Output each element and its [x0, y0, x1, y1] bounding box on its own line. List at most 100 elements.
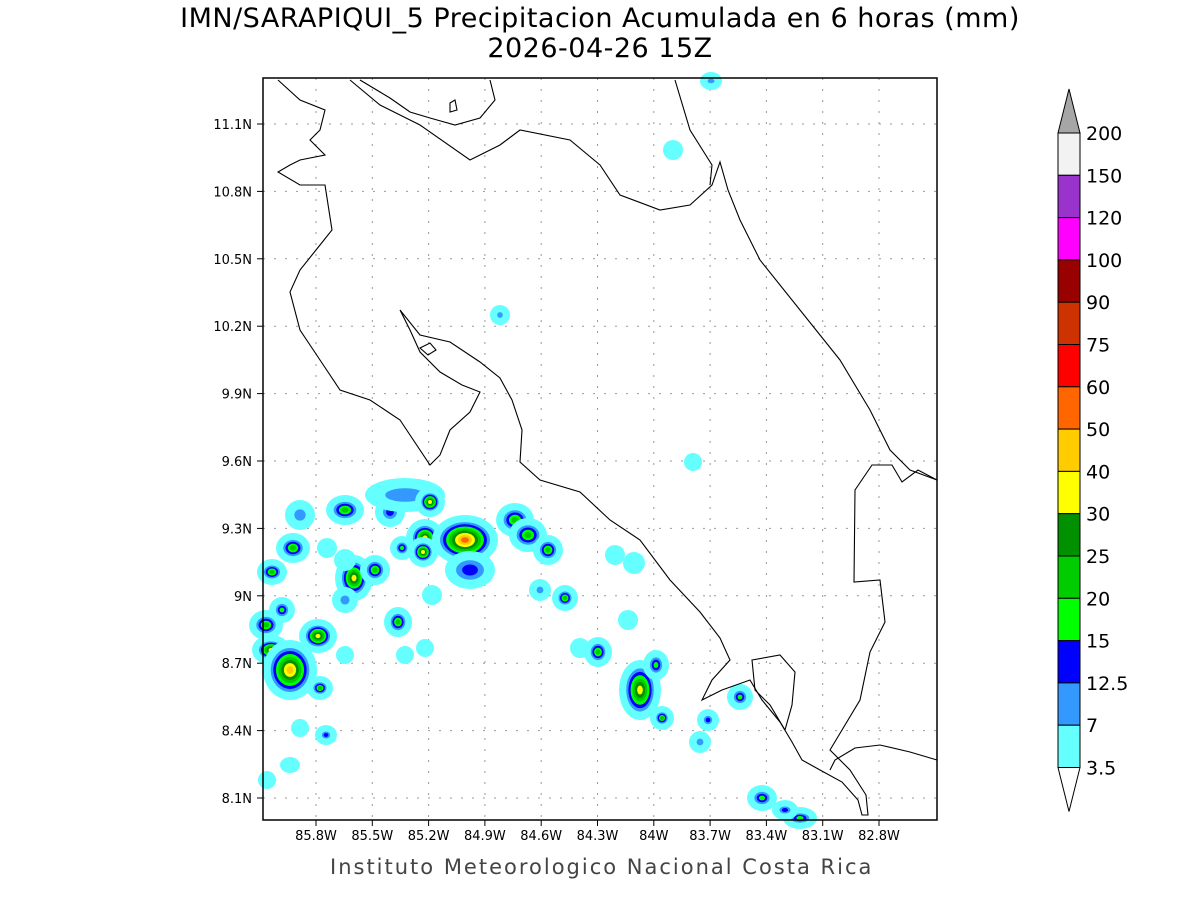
legend-level-label: 30 [1086, 504, 1110, 526]
precip-contour [660, 716, 664, 720]
lat-tick-label: 9.9N [222, 388, 252, 403]
legend-level-label: 75 [1086, 335, 1110, 357]
longitude-axis: 85.8W 85.5W 85.2W 84.9W 84.6W 84.3W 84W 83.7W 83… [295, 820, 900, 844]
lat-tick-label: 9N [234, 590, 252, 605]
coastline [276, 79, 938, 816]
legend-color-box [1057, 344, 1081, 388]
legend-color-box [1057, 597, 1081, 642]
precip-contour [497, 312, 503, 318]
precip-contour [280, 757, 300, 773]
precip-contour [315, 633, 321, 639]
lon-tick-label: 82.8W [858, 829, 900, 844]
legend-color-box [1057, 682, 1081, 726]
precip-contour [385, 488, 425, 502]
lon-tick-label: 83.7W [689, 829, 731, 844]
legend-level-label: 15 [1086, 631, 1110, 653]
lon-tick-label: 84.3W [577, 829, 619, 844]
lon-tick-label: 84W [639, 829, 669, 844]
map-subtitle: 2026-04-26 15Z [487, 33, 713, 64]
lat-tick-label: 8.4N [222, 725, 252, 740]
precip-contour [395, 619, 401, 625]
precip-contour [294, 509, 306, 521]
precip-contour [340, 595, 350, 605]
precip-contour [372, 567, 378, 573]
gridlines [263, 78, 937, 820]
legend-level-label: 3.5 [1086, 758, 1116, 780]
lat-tick-label: 8.1N [222, 792, 252, 807]
precip-contour [563, 596, 567, 600]
precip-contour [351, 574, 357, 582]
legend-level-label: 60 [1086, 377, 1110, 399]
precip-contour [290, 545, 296, 551]
legend-level-label: 90 [1086, 292, 1110, 314]
legend-color-box [1057, 132, 1081, 176]
precip-contour [618, 610, 638, 630]
lat-tick-label: 9.3N [222, 522, 252, 537]
precip-contour [637, 685, 643, 695]
precip-contour [663, 140, 683, 160]
precip-contour [416, 639, 434, 657]
precip-contour [399, 545, 405, 551]
precip-contour [653, 661, 659, 669]
lon-tick-label: 85.8W [295, 829, 337, 844]
precip-contour [396, 646, 414, 664]
lat-tick-label: 10.8N [213, 185, 252, 200]
precip-contour [279, 607, 285, 613]
color-legend: 200 150 120 100 90 75 60 50 40 30 25 20 15 12.5 7 3.5 [1057, 88, 1128, 812]
precip-contour [524, 532, 532, 538]
legend-color-box [1057, 301, 1081, 346]
precip-contour [570, 638, 590, 658]
plot-frame [262, 77, 938, 821]
legend-color-box [1057, 470, 1081, 515]
footer-credit: Instituto Meteorologico Nacional Costa R… [330, 855, 874, 879]
precip-contour [705, 717, 711, 723]
lon-tick-label: 83.1W [802, 829, 844, 844]
legend-color-box [1057, 513, 1081, 557]
lon-tick-label: 85.5W [351, 829, 393, 844]
latitude-axis: 11.1N 10.8N 10.5N 10.2N 9.9N 9.6N 9.3N 9N 8.7N 8.… [213, 118, 263, 807]
precip-contour [258, 771, 276, 789]
legend-color-box [1057, 724, 1081, 769]
precip-contour [796, 816, 804, 820]
precip-contour [317, 538, 337, 558]
lon-tick-label: 84.6W [520, 829, 562, 844]
legend-over-triangle [1057, 88, 1081, 134]
lat-tick-label: 8.7N [222, 657, 252, 672]
precip-contour [707, 78, 715, 84]
precip-contour [334, 549, 356, 571]
precip-contour [461, 537, 469, 543]
legend-level-label: 20 [1086, 588, 1110, 610]
precip-contour [286, 666, 294, 674]
precip-contour [758, 795, 766, 801]
legend-level-label: 25 [1086, 546, 1110, 568]
legend-color-box [1057, 555, 1081, 599]
legend-color-box [1057, 259, 1081, 303]
precip-contour [263, 622, 269, 628]
precip-contour [269, 570, 275, 574]
precip-contour [462, 564, 478, 576]
precip-contour [291, 719, 309, 737]
legend-color-box [1057, 640, 1081, 684]
precip-contour [545, 547, 551, 553]
legend-color-box [1057, 217, 1081, 261]
legend-under-triangle [1057, 767, 1081, 812]
precip-contour [605, 545, 625, 565]
map-title: IMN/SARAPIQUI_5 Precipitacion Acumulada … [180, 3, 1020, 34]
precip-contour [341, 507, 349, 513]
legend-color-box [1057, 428, 1081, 472]
lat-tick-label: 11.1N [213, 118, 252, 133]
legend-color-box [1057, 174, 1081, 219]
precip-contour [422, 585, 442, 605]
legend-level-label: 120 [1086, 208, 1122, 230]
precip-contour [536, 586, 544, 594]
precip-contour [737, 694, 743, 700]
lat-tick-label: 9.6N [222, 455, 252, 470]
precip-contour [781, 808, 789, 812]
legend-level-label: 40 [1086, 461, 1110, 483]
legend-level-label: 150 [1086, 165, 1122, 187]
precipitation-fields [249, 72, 817, 829]
precip-contour [336, 646, 354, 664]
legend-level-label: 50 [1086, 419, 1110, 441]
legend-color-box [1057, 386, 1081, 430]
